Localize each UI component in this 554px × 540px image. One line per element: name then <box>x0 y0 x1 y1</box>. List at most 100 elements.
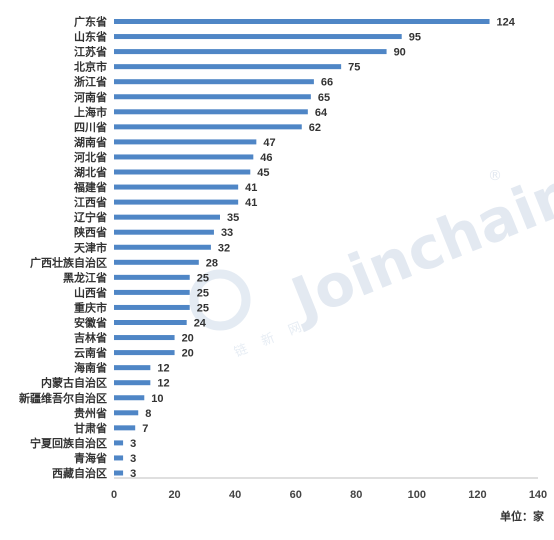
x-tick-labels: 0 20 40 60 80 100 120 140 <box>111 489 547 501</box>
category-label: 天津市 <box>74 240 107 254</box>
category-label: 山东省 <box>74 30 107 44</box>
value-label: 25 <box>197 302 209 314</box>
category-label: 湖南省 <box>74 135 107 149</box>
value-label: 45 <box>257 167 269 179</box>
bar <box>114 214 220 220</box>
value-label: 62 <box>309 122 321 134</box>
value-label: 32 <box>218 242 230 254</box>
bar <box>114 335 175 341</box>
value-label: 65 <box>318 92 330 104</box>
x-tick-label: 140 <box>529 489 547 501</box>
watermark-registered-mark: ® <box>488 168 502 184</box>
watermark-sub-text: 链 新 网 <box>232 317 310 361</box>
bar <box>114 259 199 265</box>
category-label: 北京市 <box>74 60 107 74</box>
value-label: 124 <box>497 17 516 29</box>
category-label: 海南省 <box>74 361 107 375</box>
bar <box>114 440 124 446</box>
bar <box>114 244 211 250</box>
x-tick-label: 40 <box>229 489 241 501</box>
bar <box>114 350 175 356</box>
value-label: 3 <box>130 468 136 480</box>
bar <box>114 169 251 175</box>
bar <box>114 365 151 371</box>
bar <box>114 64 342 70</box>
value-label: 20 <box>182 348 194 360</box>
bar <box>114 184 239 190</box>
value-label: 90 <box>394 47 406 59</box>
bar <box>114 139 257 145</box>
category-label: 江西省 <box>74 195 107 209</box>
category-label: 辽宁省 <box>74 210 107 224</box>
category-label: 浙江省 <box>74 75 107 89</box>
category-label: 吉林省 <box>74 331 107 345</box>
bar <box>114 455 124 461</box>
category-label: 河南省 <box>74 90 107 104</box>
bar <box>114 470 124 476</box>
x-tick-label: 80 <box>350 489 362 501</box>
bar <box>114 304 190 310</box>
value-label: 33 <box>221 227 233 239</box>
category-label: 西藏自治区 <box>52 466 107 480</box>
category-label: 云南省 <box>74 346 107 360</box>
bar <box>114 199 239 205</box>
value-label: 75 <box>348 62 360 74</box>
value-label: 3 <box>130 453 136 465</box>
category-label: 福建省 <box>73 180 107 194</box>
value-labels: 1249590756665646247464541413533322825252… <box>130 17 516 481</box>
category-label: 黑龙江省 <box>63 270 107 284</box>
value-label: 46 <box>260 152 272 164</box>
category-labels: 广东省山东省江苏省北京市浙江省河南省上海市四川省湖南省河北省湖北省福建省江西省辽… <box>19 15 107 481</box>
x-tick-label: 60 <box>290 489 302 501</box>
x-tick-label: 100 <box>408 489 426 501</box>
bar <box>114 34 402 40</box>
bar <box>114 410 139 416</box>
category-label: 湖北省 <box>74 165 107 179</box>
value-label: 3 <box>130 438 136 450</box>
category-label: 新疆维吾尔自治区 <box>19 391 107 405</box>
category-label: 重庆市 <box>74 300 107 314</box>
category-label: 内蒙古自治区 <box>41 376 107 390</box>
value-label: 25 <box>197 287 209 299</box>
category-label: 山西省 <box>74 285 107 299</box>
value-label: 24 <box>194 318 207 330</box>
value-label: 25 <box>197 272 209 284</box>
bar <box>114 94 311 100</box>
x-tick-label: 120 <box>468 489 486 501</box>
bar <box>114 124 302 130</box>
category-label: 青海省 <box>74 451 107 465</box>
value-label: 10 <box>151 393 163 405</box>
category-label: 江苏省 <box>74 45 107 59</box>
bar <box>114 289 190 295</box>
value-label: 66 <box>321 77 333 89</box>
category-label: 河北省 <box>74 150 107 164</box>
x-tick-label: 0 <box>111 489 117 501</box>
category-label: 广西壮族自治区 <box>30 255 107 269</box>
bar <box>114 19 490 24</box>
value-label: 41 <box>245 197 257 209</box>
value-label: 95 <box>409 32 421 44</box>
value-label: 41 <box>245 182 257 194</box>
bar <box>114 320 187 325</box>
bar <box>114 79 314 85</box>
bar-series <box>114 19 490 476</box>
value-label: 12 <box>157 363 169 375</box>
x-tick-label: 20 <box>168 489 180 501</box>
bar <box>114 109 308 115</box>
bar <box>114 49 387 55</box>
category-label: 贵州省 <box>74 406 107 420</box>
value-label: 12 <box>157 378 169 390</box>
value-label: 35 <box>227 212 239 224</box>
bar <box>114 380 151 386</box>
category-label: 陕西省 <box>74 225 107 239</box>
bar <box>114 425 136 431</box>
unit-label: 单位：家 <box>500 509 545 523</box>
category-label: 上海市 <box>74 105 107 119</box>
value-label: 64 <box>315 107 328 119</box>
watermark-logo-ring <box>189 269 251 331</box>
category-label: 宁夏回族自治区 <box>30 436 107 450</box>
category-label: 广东省 <box>74 15 107 29</box>
category-label: 甘肃省 <box>74 421 107 435</box>
watermark-brand-text: Joinchain <box>279 158 554 334</box>
